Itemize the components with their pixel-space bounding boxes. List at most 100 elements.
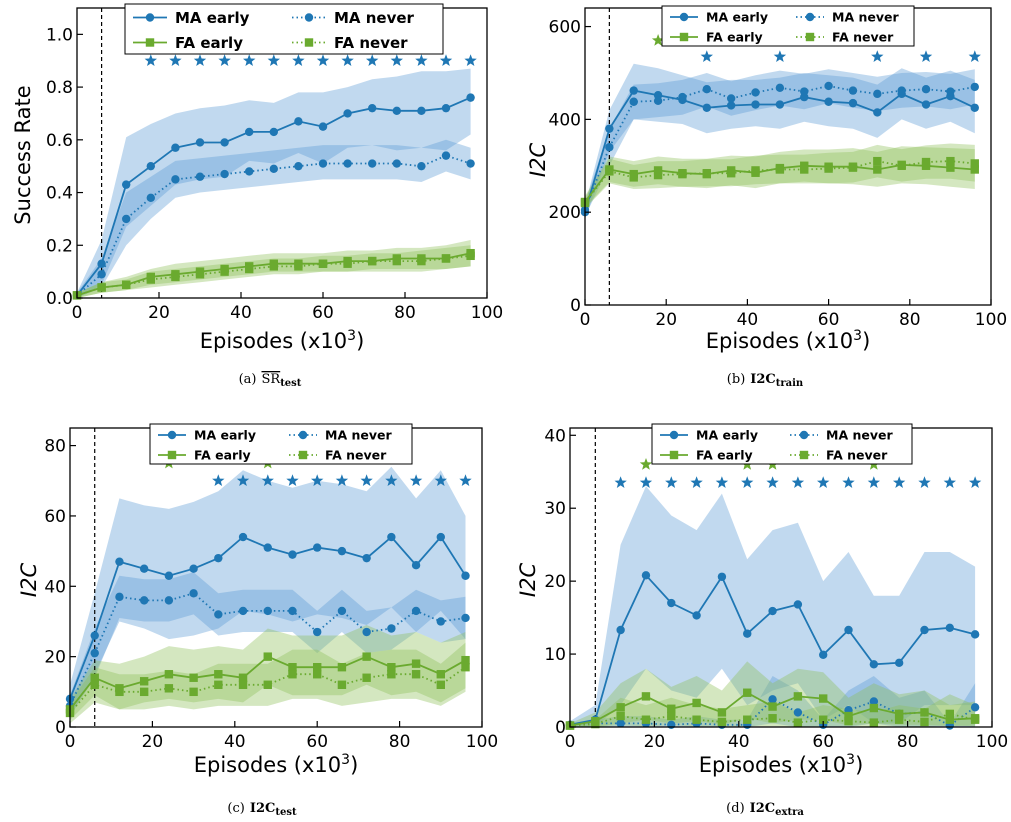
data-point [220, 169, 229, 179]
data-point [343, 259, 352, 268]
caption-subscript: test [275, 807, 297, 818]
data-point [337, 546, 347, 556]
significance-star-icon [292, 54, 305, 66]
data-point [436, 532, 445, 542]
y-tick-label: 0 [555, 718, 566, 738]
data-point [793, 600, 803, 609]
x-tick-label: 60 [818, 310, 840, 330]
data-point [387, 670, 396, 679]
y-tick-label: 10 [544, 645, 566, 665]
confidence-band-ma-never [70, 572, 466, 717]
data-point [392, 159, 401, 168]
data-point [195, 138, 205, 147]
legend-marker-icon [167, 430, 177, 440]
data-point [139, 677, 149, 686]
data-point [362, 553, 371, 563]
data-point [269, 164, 278, 174]
data-point [214, 670, 223, 679]
legend-label: MA never [826, 428, 893, 443]
data-point [819, 715, 828, 724]
data-point [164, 684, 174, 693]
significance-star-icon [943, 476, 956, 488]
series-line-ma-never [569, 698, 976, 727]
x-tick-label: 40 [224, 732, 246, 752]
data-point [313, 670, 322, 679]
data-point [411, 560, 421, 570]
data-point [945, 623, 954, 633]
significance-star-icon [715, 476, 729, 488]
y-tick-label: 40 [44, 577, 66, 597]
data-point [195, 270, 205, 279]
legend-box [149, 423, 413, 465]
data-point [139, 596, 149, 605]
y-tick-label: 20 [44, 648, 66, 668]
data-point [313, 663, 322, 672]
data-point [164, 670, 174, 679]
data-point [318, 259, 328, 268]
data-point [819, 694, 828, 703]
chart-panel-c: 0 20 40 60 80 100 0 20 40 60 80 Episodes (x103) I2C M… [17, 423, 498, 818]
legend-label: MA early [194, 428, 256, 443]
data-point [970, 159, 979, 168]
legend-label: FA early [175, 34, 243, 52]
y-tick-label: 30 [544, 499, 566, 519]
y-tick-label: 80 [44, 437, 66, 457]
caption-subscript: train [776, 378, 804, 389]
data-point [667, 711, 676, 721]
data-point [214, 680, 223, 689]
data-point [417, 256, 426, 266]
data-point [894, 709, 904, 719]
legend-label: MA never [325, 428, 392, 443]
significance-star-icon [311, 474, 324, 486]
data-point [743, 715, 752, 724]
x-tick-label: 80 [389, 732, 411, 752]
data-point [392, 256, 401, 266]
data-point [263, 543, 272, 552]
data-point [751, 166, 760, 175]
x-axis-label-superscript: 3 [846, 752, 855, 768]
x-tick-label: 0 [565, 732, 576, 752]
data-point [653, 96, 663, 106]
data-point [717, 717, 727, 727]
data-point [897, 86, 906, 95]
data-point [605, 143, 614, 152]
legend-box [651, 423, 913, 465]
data-point [726, 169, 736, 178]
series-line-fa-never [569, 712, 976, 727]
data-point [343, 159, 352, 168]
data-point [970, 82, 979, 92]
significance-star-icon [316, 54, 330, 66]
legend-marker-icon [669, 430, 679, 440]
legend-label: FA never [325, 448, 387, 463]
data-point [824, 164, 833, 173]
legend-label: FA never [832, 30, 894, 45]
data-point [641, 692, 651, 701]
significance-star-icon [459, 474, 472, 486]
data-point [873, 156, 882, 166]
data-point [768, 695, 777, 704]
x-tick-label: 80 [899, 310, 921, 330]
data-point [869, 697, 879, 706]
data-point [220, 267, 229, 276]
data-point [897, 161, 906, 170]
x-tick-label: 0 [65, 732, 76, 752]
y-tick-label: 400 [549, 110, 581, 130]
x-tick-label: 100 [975, 310, 1007, 330]
x-axis-label-superscript: 3 [853, 328, 862, 344]
legend-marker-icon [145, 38, 155, 47]
data-point [726, 94, 736, 103]
y-tick-label: 60 [44, 507, 66, 527]
data-point [436, 680, 445, 689]
caption-main: I2C [750, 801, 775, 816]
significance-star-icon [919, 50, 933, 62]
x-tick-label: 20 [142, 732, 164, 752]
data-point [263, 606, 272, 616]
data-point [945, 709, 954, 719]
significance-star-icon [614, 476, 627, 488]
significance-star-icon [639, 476, 653, 488]
data-point [970, 103, 979, 112]
data-point [946, 87, 955, 96]
data-point [970, 165, 979, 174]
